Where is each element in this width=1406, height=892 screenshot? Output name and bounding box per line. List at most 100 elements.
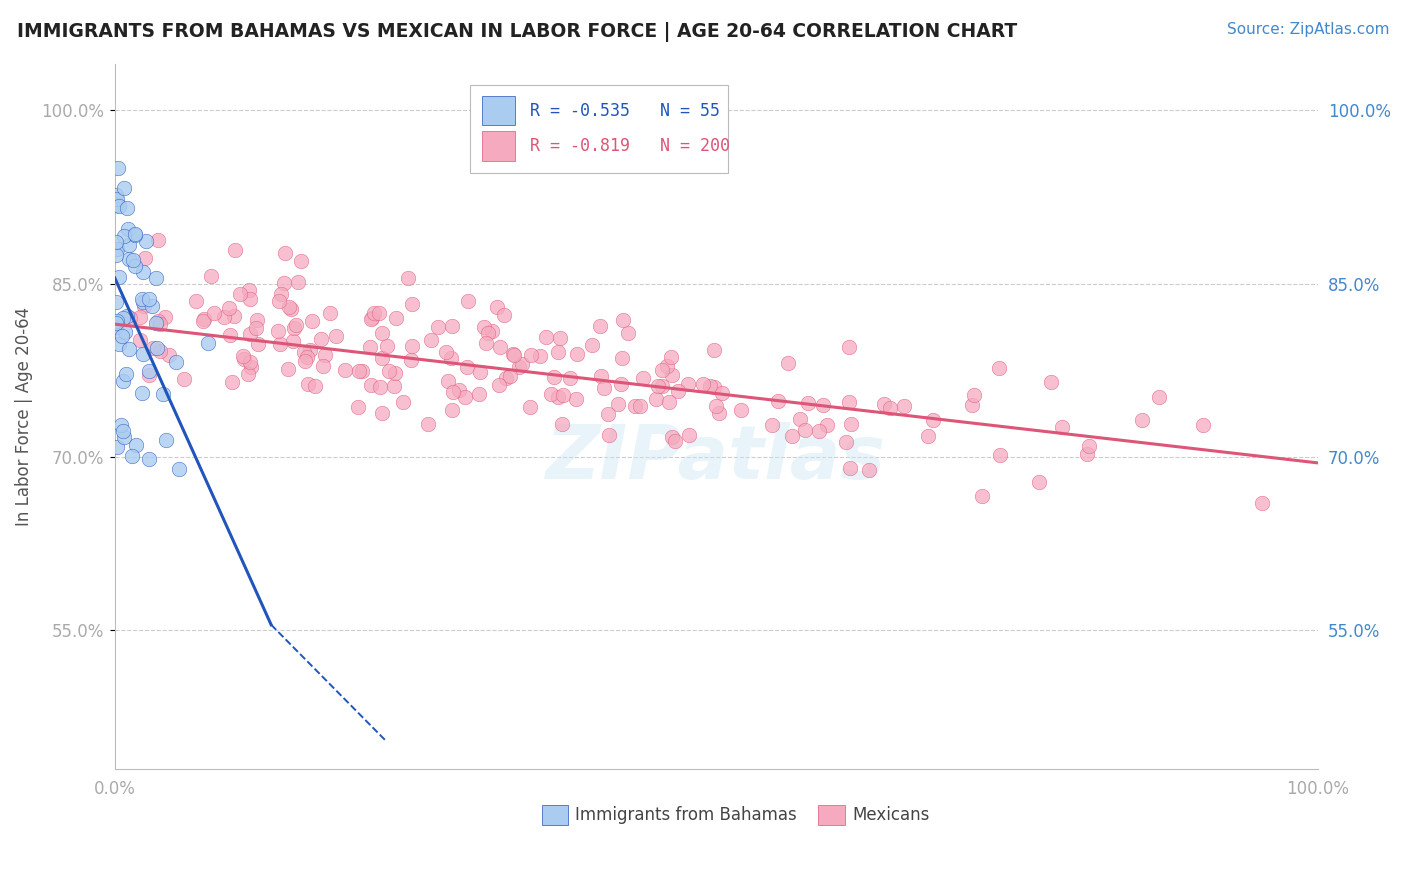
Point	[447, 383, 470, 397]
Point	[359, 340, 381, 354]
Point	[184, 293, 207, 308]
Point	[222, 309, 245, 323]
Point	[1149, 390, 1171, 404]
Point	[149, 317, 172, 331]
Point	[319, 306, 342, 320]
Point	[121, 449, 143, 463]
Point	[703, 380, 725, 394]
Point	[440, 319, 463, 334]
Point	[363, 306, 385, 320]
Point	[917, 429, 939, 443]
Point	[114, 181, 136, 195]
Point	[420, 333, 443, 347]
Point	[108, 336, 131, 351]
Point	[112, 430, 135, 444]
Point	[233, 351, 256, 366]
Point	[565, 347, 588, 361]
Point	[145, 316, 167, 330]
Point	[105, 192, 128, 206]
Point	[707, 406, 730, 420]
Point	[124, 259, 146, 273]
Point	[218, 301, 240, 316]
Text: Immigrants from Bahamas: Immigrants from Bahamas	[575, 806, 797, 824]
Point	[292, 345, 315, 359]
Point	[281, 334, 304, 349]
Text: IMMIGRANTS FROM BAHAMAS VS MEXICAN IN LABOR FORCE | AGE 20-64 CORRELATION CHART: IMMIGRANTS FROM BAHAMAS VS MEXICAN IN LA…	[17, 22, 1017, 42]
Point	[872, 396, 894, 410]
Point	[399, 352, 422, 367]
Point	[115, 201, 138, 215]
Point	[396, 271, 419, 285]
Point	[295, 350, 318, 364]
Point	[165, 355, 187, 369]
Point	[1040, 375, 1063, 389]
Point	[543, 370, 565, 384]
Point	[970, 489, 993, 503]
Point	[132, 295, 155, 310]
Point	[481, 324, 503, 338]
Point	[813, 398, 835, 412]
Text: Mexicans: Mexicans	[852, 806, 929, 824]
Point	[1028, 475, 1050, 490]
Point	[401, 296, 423, 310]
Point	[142, 342, 165, 356]
Point	[703, 343, 725, 357]
Point	[146, 314, 169, 328]
Point	[104, 197, 127, 211]
Point	[510, 357, 533, 371]
Point	[1250, 496, 1272, 510]
Point	[797, 396, 820, 410]
Point	[299, 343, 322, 357]
Point	[612, 313, 634, 327]
Point	[277, 362, 299, 376]
Point	[221, 375, 243, 389]
Point	[104, 188, 127, 202]
Point	[454, 390, 477, 404]
Point	[239, 359, 262, 374]
Point	[598, 428, 620, 442]
Point	[132, 347, 155, 361]
Point	[138, 292, 160, 306]
Point	[283, 321, 305, 335]
Point	[134, 251, 156, 265]
Point	[238, 284, 260, 298]
Point	[145, 271, 167, 285]
Point	[666, 384, 689, 398]
Point	[246, 313, 269, 327]
Point	[839, 461, 862, 475]
Point	[117, 221, 139, 235]
Point	[157, 348, 180, 362]
Point	[197, 335, 219, 350]
Point	[153, 310, 176, 324]
Point	[416, 417, 439, 431]
Text: ZIPatlas: ZIPatlas	[546, 423, 886, 495]
Point	[347, 364, 370, 378]
Point	[239, 326, 262, 341]
Point	[581, 338, 603, 352]
Point	[239, 355, 262, 369]
Point	[776, 356, 799, 370]
Point	[124, 228, 146, 243]
Point	[280, 301, 302, 316]
Point	[112, 424, 135, 438]
Point	[676, 376, 699, 391]
Point	[118, 343, 141, 357]
Point	[1191, 418, 1213, 433]
Point	[645, 392, 668, 407]
Point	[214, 310, 236, 325]
Point	[540, 387, 562, 401]
Point	[457, 293, 479, 308]
Point	[118, 237, 141, 252]
Point	[623, 399, 645, 413]
Point	[434, 344, 457, 359]
Point	[360, 311, 382, 326]
Point	[138, 364, 160, 378]
Point	[193, 311, 215, 326]
Point	[498, 369, 520, 384]
Point	[219, 327, 242, 342]
Point	[224, 244, 246, 258]
Point	[502, 347, 524, 361]
Point	[704, 399, 727, 413]
Point	[503, 348, 526, 362]
Point	[547, 390, 569, 404]
